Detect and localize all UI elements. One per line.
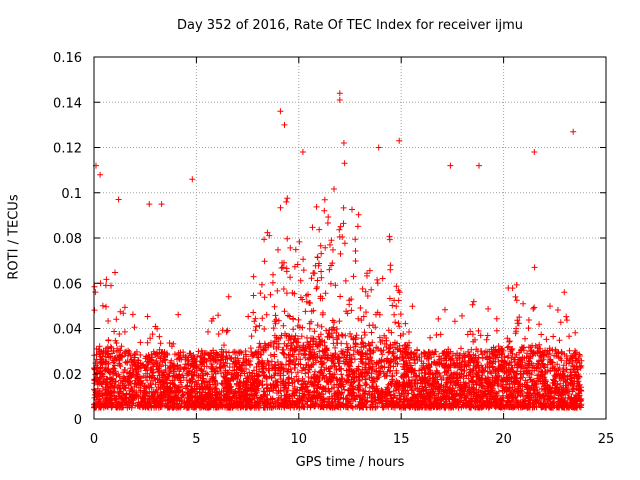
data-points — [91, 90, 585, 411]
y-tick-label: 0.14 — [53, 96, 82, 111]
y-tick-label: 0.04 — [53, 323, 82, 338]
roti-markers — [91, 90, 585, 411]
y-tick-label: 0.16 — [53, 51, 82, 66]
x-tick-label: 10 — [291, 432, 308, 447]
y-tick-label: 0.08 — [53, 232, 82, 247]
x-axis-label: GPS time / hours — [295, 455, 405, 470]
x-tick-label: 5 — [192, 432, 200, 447]
y-tick-label: 0.12 — [53, 142, 82, 157]
axis-ticks — [93, 56, 607, 420]
y-tick-labels: 0 0.02 0.04 0.06 0.08 0.1 0.12 0.14 0.16 — [53, 51, 82, 428]
x-tick-labels: 0 5 10 15 20 25 — [90, 432, 614, 447]
x-tick-label: 0 — [90, 432, 98, 447]
y-tick-label: 0 — [74, 413, 82, 428]
y-tick-label: 0.06 — [53, 277, 82, 292]
y-tick-label: 0.1 — [61, 187, 82, 202]
chart-title: Day 352 of 2016, Rate Of TEC Index for r… — [176, 18, 524, 33]
x-tick-label: 25 — [598, 432, 615, 447]
x-tick-label: 20 — [495, 432, 512, 447]
y-tick-label: 0.02 — [53, 368, 82, 383]
x-tick-label: 15 — [393, 432, 410, 447]
